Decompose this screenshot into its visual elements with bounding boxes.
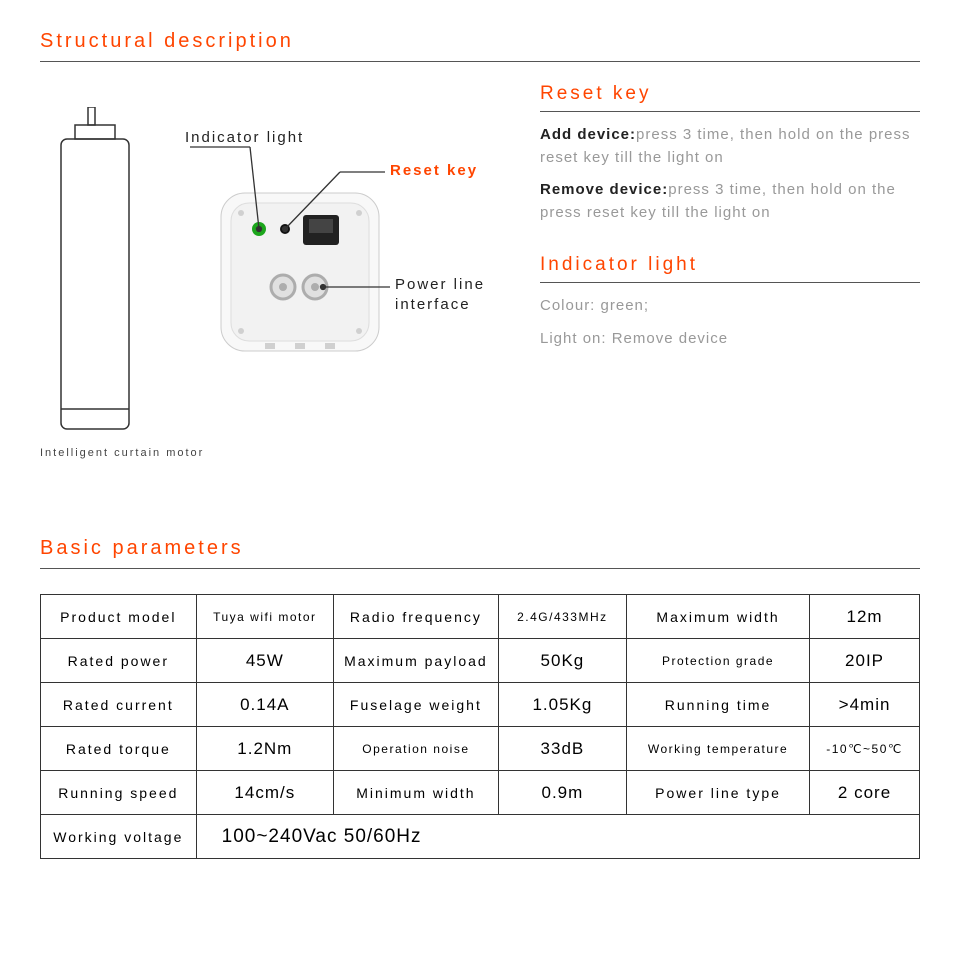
cell-value: 12m	[810, 595, 920, 639]
table-row: Rated torque 1.2Nm Operation noise 33dB …	[41, 727, 920, 771]
indicator-line2: Light on: Remove device	[540, 328, 920, 351]
cell-label: Working voltage	[41, 815, 197, 859]
parameters-section: Basic parameters Product model Tuya wifi…	[40, 537, 920, 859]
cell-value: 50Kg	[498, 639, 626, 683]
parameters-title: Basic parameters	[40, 537, 920, 569]
cell-value: 1.05Kg	[498, 683, 626, 727]
cell-value: >4min	[810, 683, 920, 727]
cell-label: Maximum payload	[333, 639, 498, 683]
cell-label: Rated torque	[41, 727, 197, 771]
cell-value: 0.14A	[196, 683, 333, 727]
cell-label: Rated current	[41, 683, 197, 727]
cell-value: 2.4G/433MHz	[498, 595, 626, 639]
table-row: Rated power 45W Maximum payload 50Kg Pro…	[41, 639, 920, 683]
callout-powerline-l2: interface	[395, 296, 471, 313]
callout-powerline: Power line interface	[395, 275, 485, 314]
diagram-container: Intelligent curtain motor	[40, 77, 510, 477]
indicator-title: Indicator light	[540, 254, 920, 283]
callout-reset: Reset key	[390, 162, 478, 179]
cell-value: 0.9m	[498, 771, 626, 815]
cell-label: Running speed	[41, 771, 197, 815]
cell-value: -10℃~50℃	[810, 727, 920, 771]
cell-label: Running time	[626, 683, 809, 727]
callout-indicator: Indicator light	[185, 129, 304, 146]
table-row: Rated current 0.14A Fuselage weight 1.05…	[41, 683, 920, 727]
cell-label: Minimum width	[333, 771, 498, 815]
table-row: Working voltage 100~240Vac 50/60Hz	[41, 815, 920, 859]
cell-value: Tuya wifi motor	[196, 595, 333, 639]
cell-value: 14cm/s	[196, 771, 333, 815]
cell-value: 1.2Nm	[196, 727, 333, 771]
table-row: Running speed 14cm/s Minimum width 0.9m …	[41, 771, 920, 815]
structural-title: Structural description	[40, 30, 920, 62]
cell-value: 33dB	[498, 727, 626, 771]
parameters-tbody: Product model Tuya wifi motor Radio freq…	[41, 595, 920, 859]
cell-label: Rated power	[41, 639, 197, 683]
cell-label: Maximum width	[626, 595, 809, 639]
reset-key-title: Reset key	[540, 83, 920, 112]
callout-powerline-l1: Power line	[395, 276, 485, 293]
cell-label: Working temperature	[626, 727, 809, 771]
cell-label: Operation noise	[333, 727, 498, 771]
cell-label: Power line type	[626, 771, 809, 815]
reset-add-label: Add device:	[540, 126, 636, 143]
structural-area: Intelligent curtain motor	[40, 77, 920, 477]
cell-value: 20IP	[810, 639, 920, 683]
cell-value: 2 core	[810, 771, 920, 815]
cell-label: Product model	[41, 595, 197, 639]
reset-remove-label: Remove device:	[540, 181, 668, 198]
cell-label: Fuselage weight	[333, 683, 498, 727]
cell-label: Protection grade	[626, 639, 809, 683]
indicator-line1: Colour: green;	[540, 295, 920, 318]
parameters-table: Product model Tuya wifi motor Radio freq…	[40, 594, 920, 859]
cell-label: Radio frequency	[333, 595, 498, 639]
reset-remove-line: Remove device:press 3 time, then hold on…	[540, 179, 920, 224]
cell-value: 45W	[196, 639, 333, 683]
cell-value: 100~240Vac 50/60Hz	[196, 815, 919, 859]
reset-add-line: Add device:press 3 time, then hold on th…	[540, 124, 920, 169]
table-row: Product model Tuya wifi motor Radio freq…	[41, 595, 920, 639]
right-column: Reset key Add device:press 3 time, then …	[530, 77, 920, 477]
